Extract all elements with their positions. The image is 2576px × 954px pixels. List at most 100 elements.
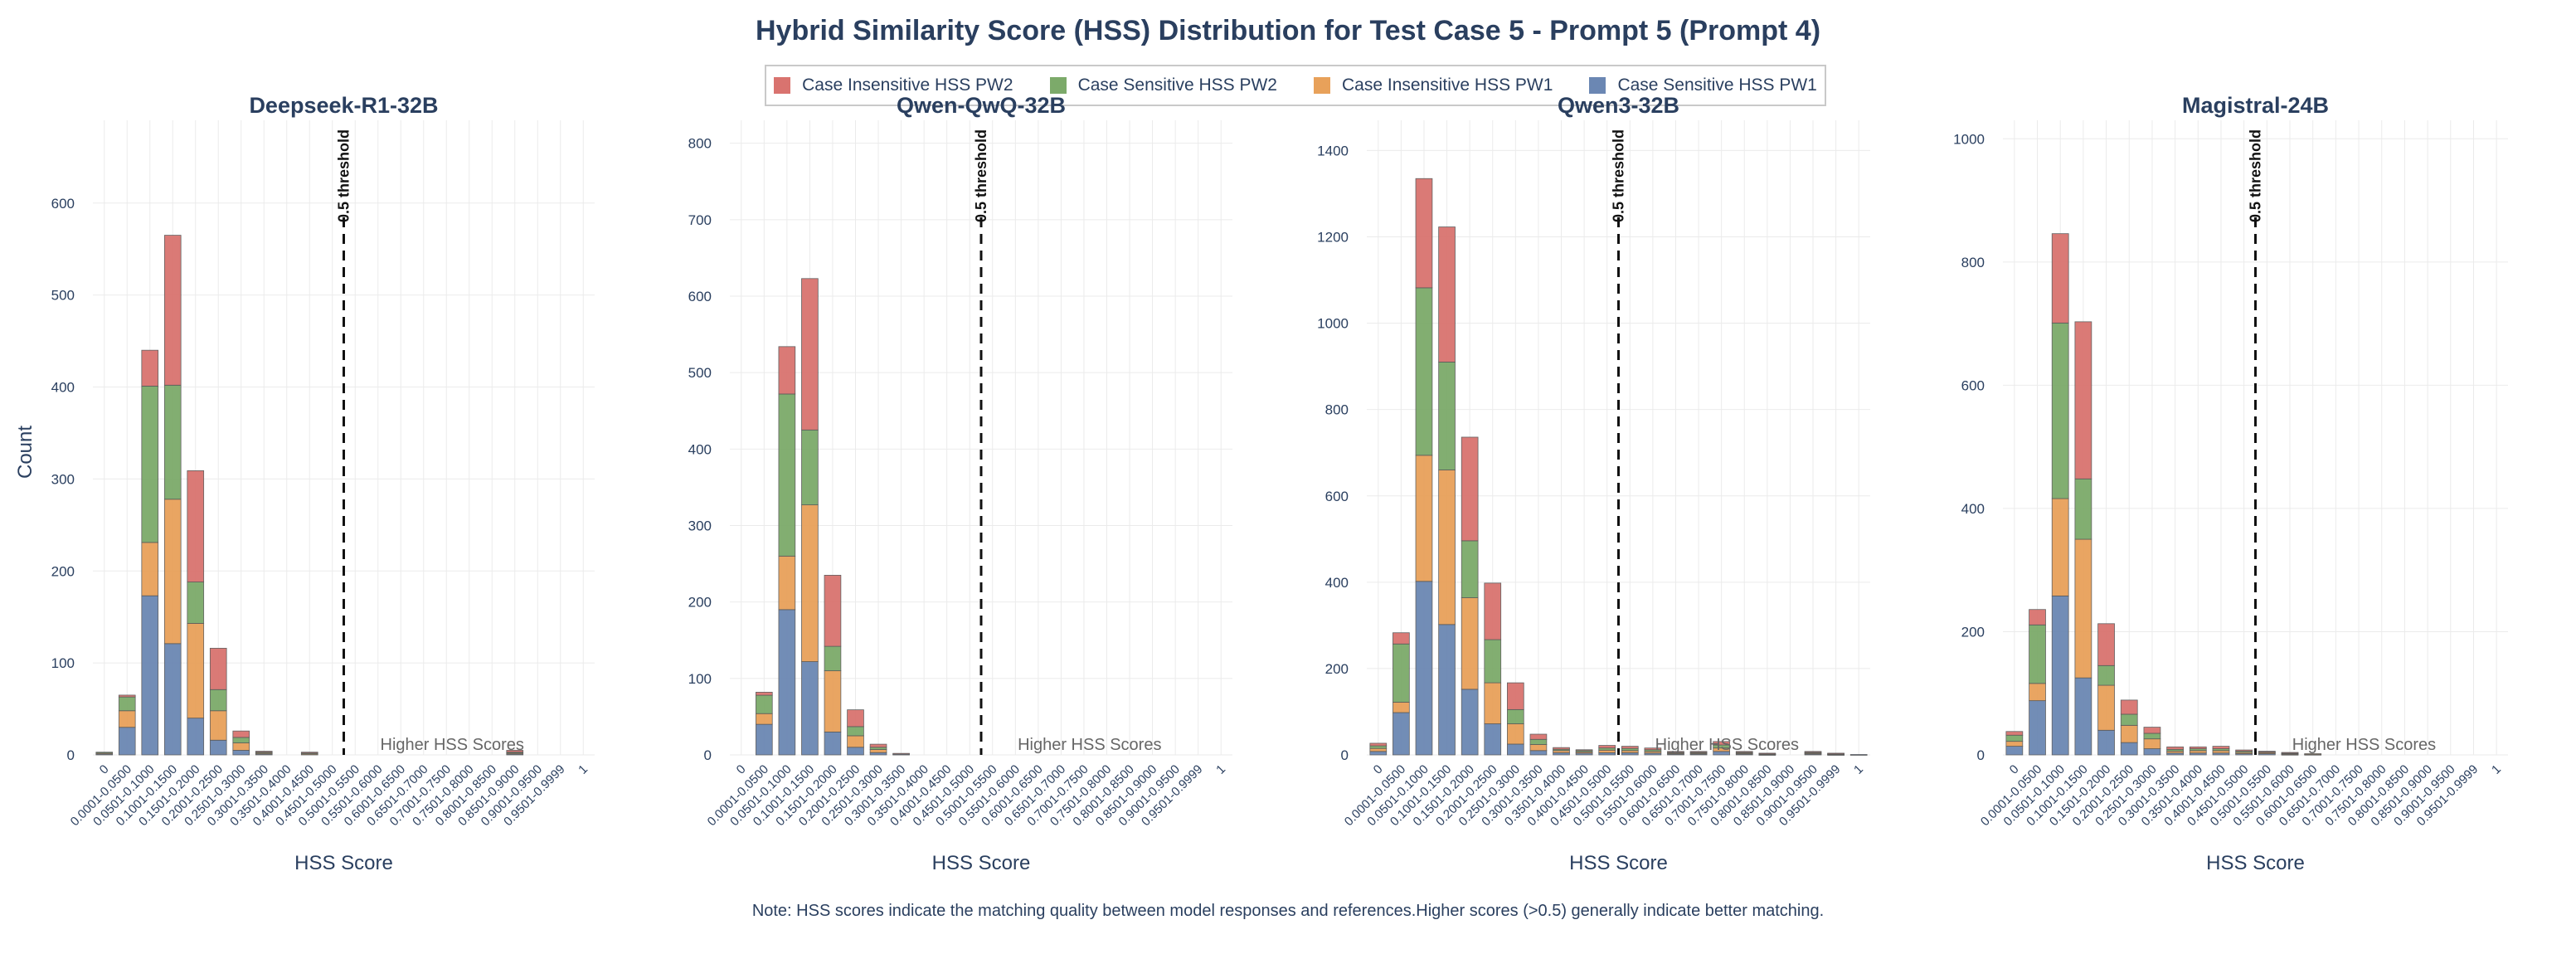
x-axis-title: HSS Score [2206, 852, 2305, 874]
y-tick-label: 700 [688, 212, 712, 228]
bar-segment [2120, 713, 2138, 726]
bar-segment [1392, 643, 1410, 703]
bar-segment [1598, 745, 1616, 749]
bar-segment [2304, 753, 2322, 755]
x-axis-title: HSS Score [1569, 852, 1668, 874]
bar-segment [1438, 362, 1456, 470]
bar-segment [847, 747, 864, 756]
bar-segment [2029, 700, 2046, 756]
y-tick-label: 600 [1325, 489, 1349, 504]
legend-item-cs-pw2[interactable]: Case Sensitive HSS PW2 [1049, 75, 1277, 95]
legend-swatch [1049, 77, 1067, 94]
x-tick-label: 0 [734, 762, 749, 777]
bar-segment [187, 470, 205, 582]
bar-segment [2143, 738, 2161, 749]
y-tick-label: 1200 [1317, 230, 1349, 246]
region-label: Higher HSS Scores [1018, 736, 1161, 754]
bar-segment [2212, 750, 2230, 754]
legend-item-ci-pw1[interactable]: Case Insensitive HSS PW1 [1314, 75, 1553, 95]
bar-segment [2120, 699, 2138, 715]
y-tick-label: 100 [688, 671, 712, 687]
bar-segment [892, 752, 910, 755]
y-tick-label: 1000 [1317, 316, 1349, 332]
bar-segment [824, 645, 842, 672]
bar-segment [2074, 677, 2092, 756]
y-tick-label: 600 [1961, 377, 1985, 393]
bar-segment [756, 723, 773, 756]
bar-segment [2005, 731, 2024, 736]
bar-segment [1369, 747, 1388, 752]
bar-segment [2051, 322, 2069, 499]
y-tick-label: 0 [1341, 747, 1349, 763]
bar-segment [2005, 746, 2024, 756]
x-tick-label: 0 [2007, 762, 2022, 777]
bar-segment [2029, 609, 2046, 625]
bar-segment [1392, 632, 1410, 645]
bar-segment [1507, 743, 1524, 756]
bar-segment [2143, 727, 2161, 734]
bar-segment [2051, 233, 2069, 324]
subplot-4: Magistral-24B0200400600800100000.0001-0.… [1953, 93, 2508, 874]
bar-segment [232, 730, 250, 738]
y-tick-label: 200 [1961, 624, 1985, 640]
bar-segment [187, 718, 205, 756]
bar-segment [1484, 682, 1502, 724]
bar-segment [756, 692, 773, 696]
bar-segment [2189, 750, 2207, 754]
region-label: Higher HSS Scores [1655, 736, 1799, 754]
y-tick-label: 800 [1961, 255, 1985, 270]
y-tick-label: 800 [688, 136, 712, 152]
bar-segment [187, 582, 205, 624]
legend-swatch [774, 77, 791, 94]
bar-segment [1507, 682, 1524, 710]
threshold-label: 0.5 threshold [336, 129, 352, 222]
y-tick-label: 200 [1325, 661, 1349, 677]
bar-segment [1461, 540, 1479, 598]
bar-segment [118, 727, 136, 756]
bar-segment [2029, 624, 2046, 684]
bar-segment [187, 623, 205, 719]
legend-item-ci-pw2[interactable]: Case Insensitive HSS PW2 [774, 75, 1013, 95]
bar-segment [1849, 754, 1868, 756]
bar-segment [1598, 749, 1616, 753]
threshold-label: 0.5 threshold [2248, 129, 2264, 222]
y-tick-label: 500 [688, 365, 712, 381]
bar-segment [1507, 723, 1524, 745]
y-tick-label: 800 [1325, 402, 1349, 418]
bar-segment [232, 750, 250, 756]
bar-segment [2097, 664, 2115, 686]
charts-area: Deepseek-R1-32B010020030040050060000.000… [51, 93, 2508, 874]
bar-segment [209, 647, 227, 690]
bar-segment [801, 504, 819, 662]
bar-segment [778, 609, 796, 756]
bar-segment [2074, 478, 2092, 540]
bar-segment [778, 393, 796, 557]
page-title: Hybrid Similarity Score (HSS) Distributi… [755, 15, 1821, 46]
bar-segment [1644, 747, 1662, 751]
bar-segment [1529, 750, 1548, 756]
subplot-title: Deepseek-R1-32B [249, 93, 438, 118]
bar-segment [847, 709, 864, 728]
bar-segment [163, 499, 182, 645]
bar-segment [1438, 226, 1456, 363]
y-tick-label: 600 [688, 289, 712, 304]
subplot-3: Qwen3-32B020040060080010001200140000.000… [1317, 93, 1870, 874]
bar-segment [1461, 436, 1479, 542]
bar-segment [2051, 498, 2069, 596]
x-tick-label: 1 [1213, 762, 1228, 777]
bar-segment [141, 349, 159, 387]
legend-swatch [1589, 77, 1606, 94]
bar-segment [2120, 742, 2138, 756]
bar-segment [824, 670, 842, 733]
bar-segment [2029, 683, 2046, 702]
bar-segment [141, 386, 159, 543]
y-tick-label: 0 [1977, 747, 1985, 763]
threshold-label: 0.5 threshold [973, 129, 989, 222]
bar-segment [2005, 734, 2024, 742]
subplot-title: Qwen-QwQ-32B [897, 93, 1066, 118]
legend-label: Case Sensitive HSS PW2 [1077, 75, 1277, 95]
y-tick-label: 0 [704, 747, 712, 763]
bar-segment [209, 689, 227, 712]
bar-segment [1827, 752, 1845, 755]
legend-item-cs-pw1[interactable]: Case Sensitive HSS PW1 [1589, 75, 1817, 95]
